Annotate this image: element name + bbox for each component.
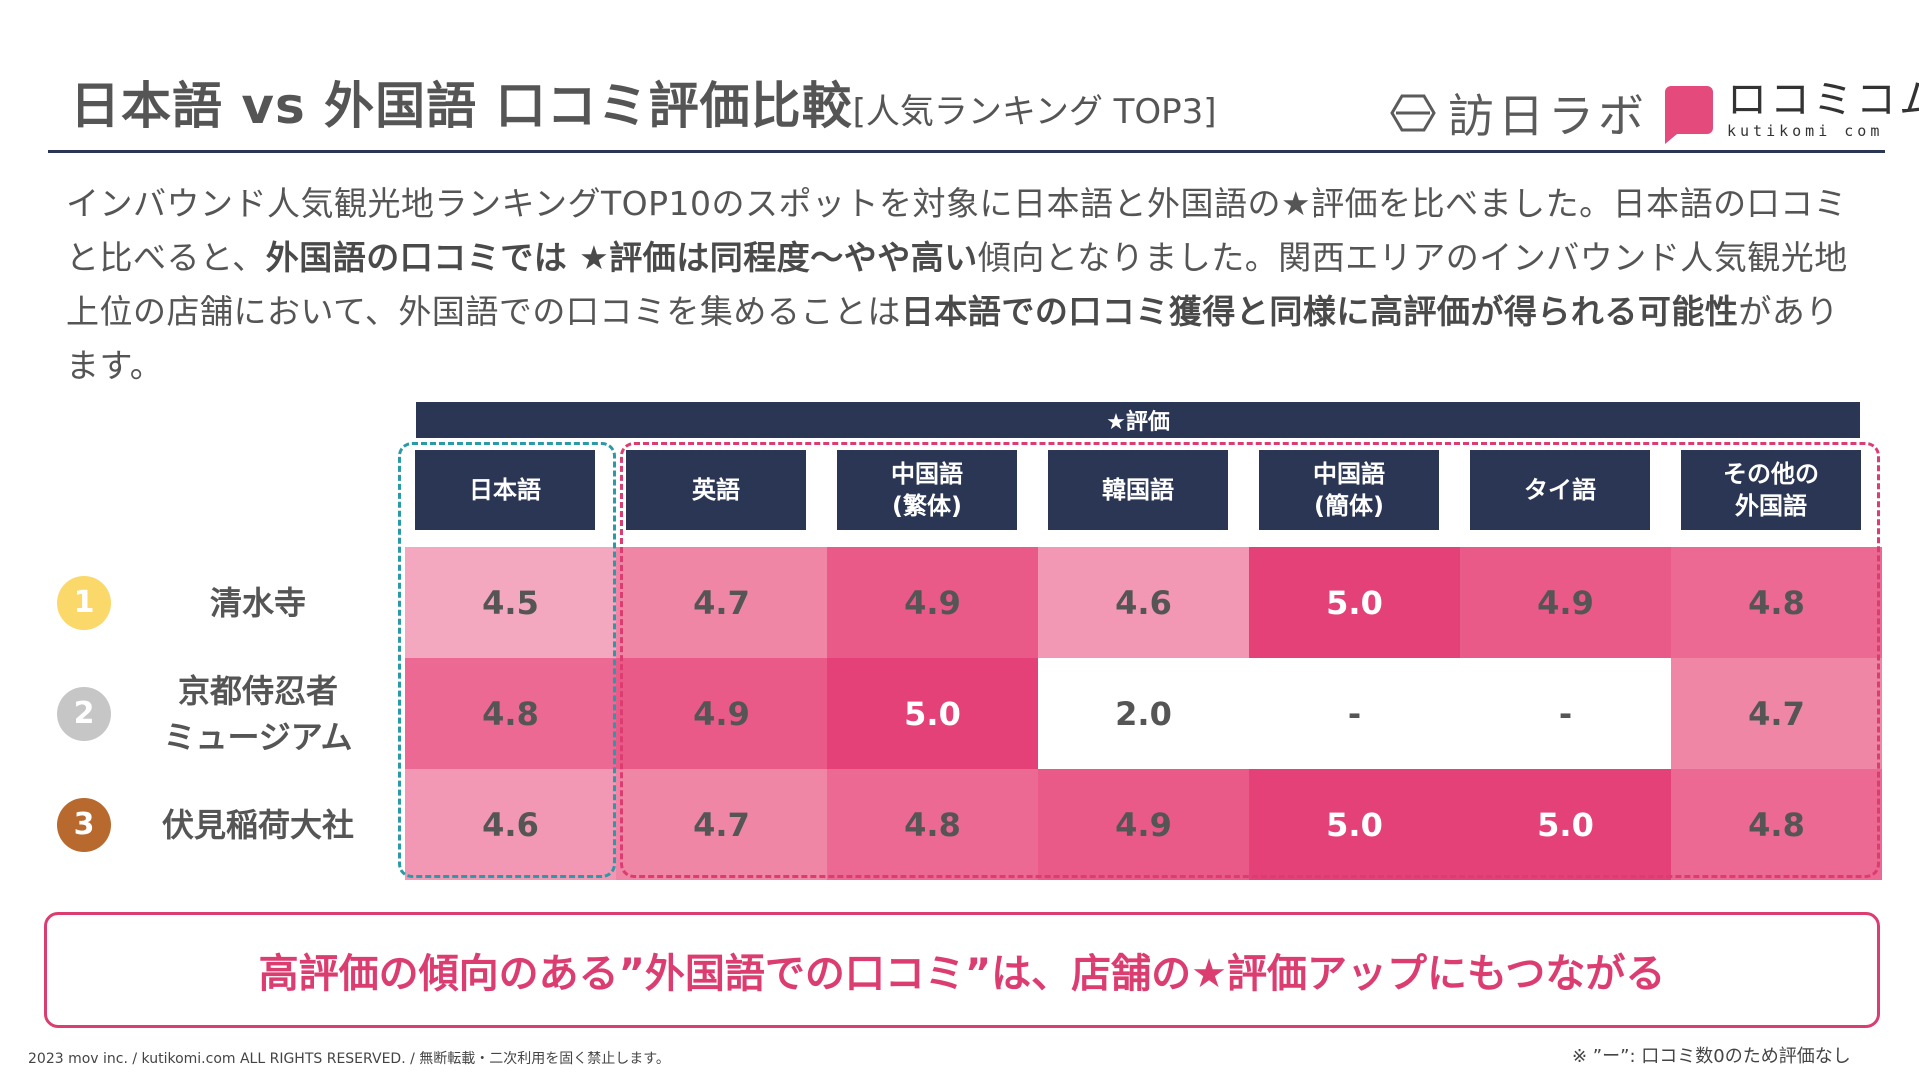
rating-cell: - [1249,658,1460,769]
column-header: 英語 [626,450,806,530]
rating-cell: 5.0 [827,658,1038,769]
column-header: 日本語 [415,450,595,530]
desc-bold-1: 外国語の口コミでは ★評価は同程度〜やや高い [265,238,978,277]
rating-cell: 4.8 [405,658,616,769]
rating-cell: 4.9 [616,658,827,769]
rating-cell: 5.0 [1249,769,1460,880]
desc-text-3: があります。 [66,292,1839,385]
column-header: その他の 外国語 [1681,450,1861,530]
description: インバウンド人気観光地ランキングTOP10のスポットを対象に日本語と外国語の★評… [66,177,1866,393]
houjin-lab-logo: 訪日ラボ [1390,80,1648,146]
rating-cell: 4.5 [405,547,616,658]
conclusion-callout: 高評価の傾向のある”外国語での口コミ”は、店舗の★評価アップにもつながる [44,912,1880,1028]
spot-name: 清水寺 [209,583,306,622]
rank-badge: 1 [57,575,111,630]
rating-cell: 4.6 [405,769,616,880]
copyright: 2023 mov inc. / kutikomi.com ALL RIGHTS … [28,1051,670,1067]
rating-cell: 5.0 [1460,769,1671,880]
title-main: 日本語 vs 外国語 口コミ評価比較 [70,77,853,135]
rating-header: ★評価 [416,402,1860,438]
rating-cell: 4.7 [616,547,827,658]
houjin-lab-text: 訪日ラボ [1448,89,1648,143]
desc-text-1: インバウンド人気観光地ランキングTOP10のスポットを対象に日本語と外国語の★評… [66,184,1848,277]
rating-cell: 4.9 [1038,769,1249,880]
page-title: 日本語 vs 外国語 口コミ評価比較[人気ランキング TOP3] [70,66,1217,138]
speech-bubble-icon [1665,85,1713,144]
rating-cell: 4.7 [1671,658,1882,769]
column-header: 中国語 (簡体) [1259,450,1439,530]
desc-text-2: 傾向となりました。関西エリアのインバウンド人気観光地上位の店舗において、外国語で… [66,238,1848,331]
kutikomi-text: ロコミコム [1727,77,1919,123]
column-header: 中国語 (繁体) [837,450,1017,530]
kutikomi-logo: ロコミコム kutikomi com [1665,77,1919,144]
rating-cell: 4.8 [827,769,1038,880]
spot-name: 伏見稲荷大社 [161,805,354,844]
footnote: ※ ”ー”: 口コミ数0のため評価なし [1572,1046,1851,1067]
rating-cell: 2.0 [1038,658,1249,769]
rating-cell: 4.9 [1460,547,1671,658]
rating-cell: 5.0 [1249,547,1460,658]
rating-cell: 4.8 [1671,547,1882,658]
title-divider [48,150,1885,153]
rating-cell: 4.6 [1038,547,1249,658]
rating-cell: 4.9 [827,547,1038,658]
hexagon-icon [1390,94,1436,132]
rating-cell: 4.7 [616,769,827,880]
rank-badge: 3 [57,797,111,852]
column-header: タイ語 [1470,450,1650,530]
rating-cell: - [1460,658,1671,769]
rank-badge: 2 [57,686,111,741]
column-header: 韓国語 [1048,450,1228,530]
desc-bold-2: 日本語での口コミ獲得と同様に高評価が得られる可能性 [900,292,1739,331]
spot-name: 京都侍忍者 ミュージアム [163,671,353,756]
rating-cell: 4.8 [1671,769,1882,880]
title-sub: [人気ランキング TOP3] [852,92,1217,132]
kutikomi-subtext: kutikomi com [1727,122,1884,140]
